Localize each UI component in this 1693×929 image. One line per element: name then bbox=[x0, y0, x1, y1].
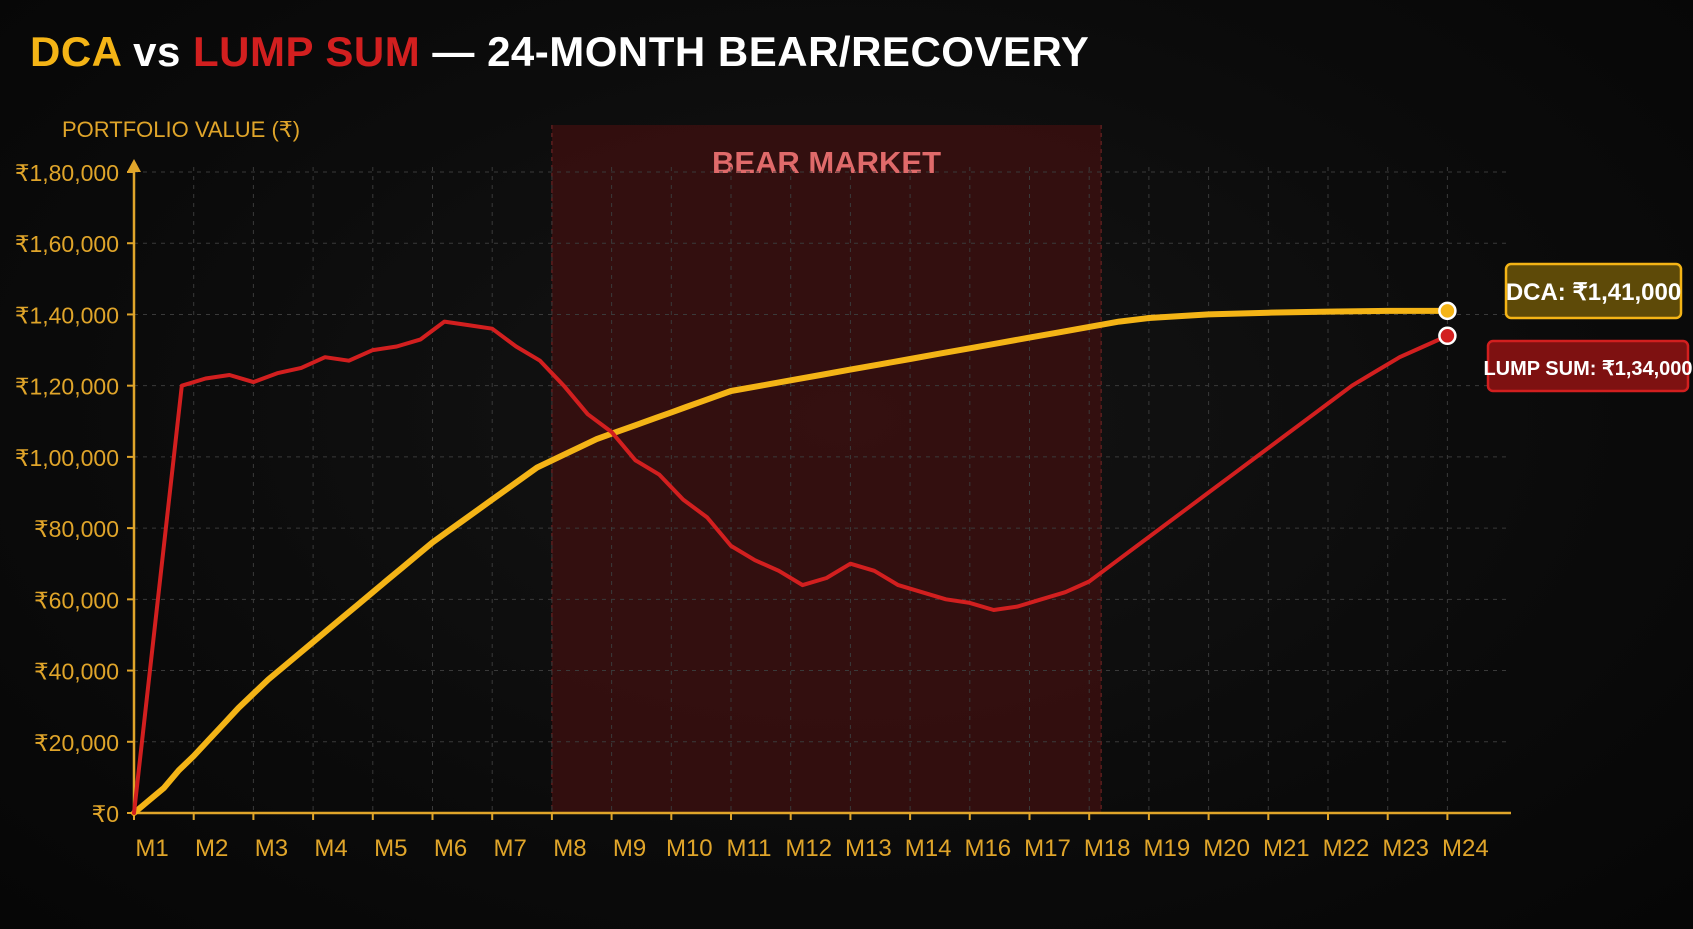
x-tick-label: M2 bbox=[195, 835, 228, 862]
title-vs: vs bbox=[120, 28, 193, 75]
series-line-lump-sum bbox=[132, 319, 1450, 815]
x-tick-label: M13 bbox=[845, 835, 892, 862]
x-tick-label: M23 bbox=[1382, 835, 1429, 862]
x-tick-label: M22 bbox=[1323, 835, 1370, 862]
x-tick-label: M16 bbox=[964, 835, 1011, 862]
x-tick-label: M12 bbox=[785, 835, 832, 862]
end-label-dca: DCA: ₹1,41,000 bbox=[1506, 279, 1681, 306]
y-tick-label: ₹1,00,000 bbox=[15, 445, 119, 471]
title-subtitle: — 24-MONTH BEAR/RECOVERY bbox=[420, 28, 1090, 75]
title-dca: DCA bbox=[30, 28, 121, 75]
end-label-lump-sum: LUMP SUM: ₹1,34,000 bbox=[1483, 358, 1692, 380]
x-tick-label: M5 bbox=[374, 835, 407, 862]
end-label-box-dca bbox=[1504, 262, 1683, 320]
x-tick-label: M17 bbox=[1024, 835, 1071, 862]
bear-market-label: BEAR MARKET bbox=[712, 145, 941, 180]
x-tick-label: M3 bbox=[255, 835, 288, 862]
bear-market-zone bbox=[551, 125, 1102, 813]
x-tick-label: M24 bbox=[1442, 835, 1489, 862]
x-tick-label: M21 bbox=[1263, 835, 1310, 862]
x-tick-label: M6 bbox=[434, 835, 467, 862]
x-tick-label: M1 bbox=[135, 835, 168, 862]
series-line-dca bbox=[131, 307, 1451, 816]
x-tick-label: M14 bbox=[905, 835, 952, 862]
y-tick-label: ₹1,20,000 bbox=[15, 374, 119, 400]
series-layer bbox=[131, 307, 1451, 816]
y-axis-label: PORTFOLIO VALUE (₹) bbox=[62, 117, 300, 142]
title-lump-sum: LUMP SUM bbox=[193, 28, 421, 75]
y-tick-label: ₹1,80,000 bbox=[15, 160, 119, 186]
chart-title: DCA vs LUMP SUM — 24-MONTH BEAR/RECOVERY bbox=[30, 28, 1089, 76]
x-tick-label: M9 bbox=[613, 835, 646, 862]
y-axis-arrow bbox=[127, 159, 141, 172]
end-marker-dca bbox=[1438, 301, 1457, 321]
x-tick-label: M8 bbox=[553, 835, 586, 862]
y-tick-label: ₹1,40,000 bbox=[15, 302, 119, 328]
y-tick-label: ₹20,000 bbox=[34, 730, 119, 756]
x-tick-label: M19 bbox=[1144, 835, 1191, 862]
y-tick-label: ₹0 bbox=[92, 801, 119, 827]
y-tick-label: ₹40,000 bbox=[34, 659, 119, 685]
x-tick-label: M20 bbox=[1203, 835, 1250, 862]
x-tick-label: M4 bbox=[314, 835, 347, 862]
x-tick-label: M7 bbox=[494, 835, 527, 862]
x-tick-label: M10 bbox=[666, 835, 713, 862]
y-tick-label: ₹1,60,000 bbox=[15, 231, 119, 257]
end-marker-lump-sum bbox=[1438, 326, 1457, 346]
x-tick-label: M18 bbox=[1084, 835, 1131, 862]
x-tick-label: M11 bbox=[727, 835, 772, 862]
y-tick-label: ₹60,000 bbox=[34, 587, 119, 613]
y-tick-label: ₹80,000 bbox=[34, 516, 119, 542]
end-label-box-lump-sum bbox=[1486, 339, 1690, 393]
